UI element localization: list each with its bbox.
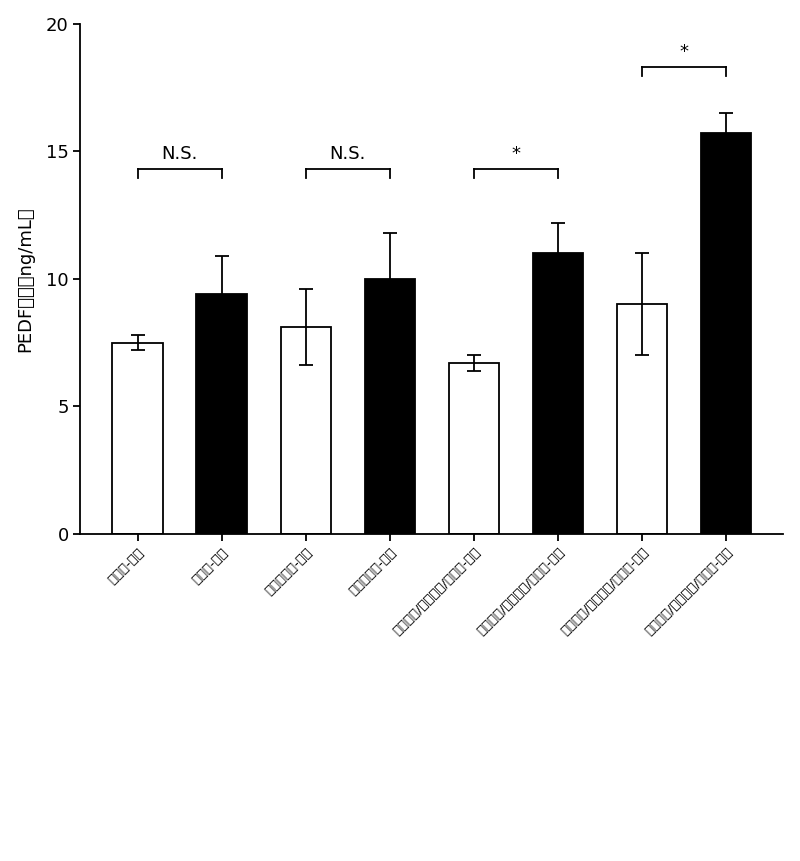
- Text: N.S.: N.S.: [330, 145, 366, 163]
- Bar: [281, 327, 331, 534]
- Text: *: *: [680, 43, 689, 60]
- Text: *: *: [511, 145, 521, 163]
- Bar: [617, 304, 667, 534]
- Bar: [449, 363, 499, 534]
- Bar: [701, 133, 751, 534]
- Bar: [365, 279, 415, 534]
- Y-axis label: PEDF浓度（ng/mL）: PEDF浓度（ng/mL）: [17, 206, 34, 351]
- Bar: [113, 343, 163, 534]
- Bar: [533, 253, 583, 534]
- Bar: [197, 294, 247, 534]
- Text: N.S.: N.S.: [162, 145, 198, 163]
